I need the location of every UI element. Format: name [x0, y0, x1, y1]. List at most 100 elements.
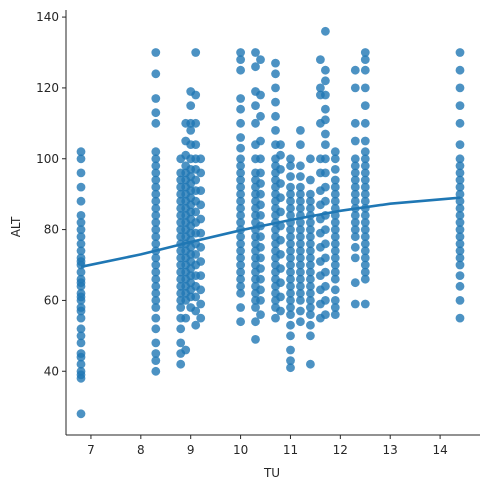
data-point: [196, 228, 206, 238]
data-point: [236, 211, 246, 220]
data-point: [321, 267, 330, 277]
data-point: [350, 211, 360, 220]
data-point: [360, 48, 370, 57]
data-point: [455, 211, 465, 220]
data-point: [350, 278, 360, 288]
data-point: [151, 356, 161, 365]
data-point: [286, 203, 295, 213]
data-point: [276, 292, 285, 302]
data-point: [151, 274, 161, 284]
data-point: [360, 196, 370, 206]
data-point: [321, 168, 330, 178]
data-point: [286, 182, 295, 192]
data-point: [236, 161, 246, 171]
data-point: [306, 288, 315, 298]
data-point: [76, 267, 86, 277]
data-point: [236, 232, 246, 242]
data-point: [455, 313, 465, 323]
data-point: [330, 165, 340, 174]
data-point: [360, 175, 370, 185]
data-point: [306, 260, 315, 270]
data-point: [455, 246, 465, 256]
data-point: [76, 225, 86, 235]
y-tick-label: 80: [44, 223, 59, 237]
data-point: [151, 239, 161, 249]
data-point: [330, 147, 340, 157]
data-point: [360, 253, 370, 263]
data-point: [286, 225, 295, 235]
data-point: [236, 94, 246, 103]
data-point: [360, 189, 370, 199]
data-point: [286, 356, 295, 365]
data-point: [256, 90, 265, 100]
data-point: [455, 281, 465, 291]
data-point: [76, 147, 86, 157]
data-point: [296, 218, 305, 227]
data-point: [236, 288, 246, 298]
data-point: [330, 182, 340, 192]
data-point: [296, 196, 305, 206]
data-point: [330, 225, 340, 235]
data-point: [321, 154, 330, 164]
data-point: [455, 260, 465, 270]
data-point: [236, 281, 246, 291]
data-point: [321, 281, 330, 291]
data-point: [321, 239, 330, 249]
data-point: [286, 246, 295, 256]
data-point: [196, 271, 206, 280]
data-point: [330, 296, 340, 305]
data-point: [330, 285, 340, 295]
data-point: [350, 225, 360, 235]
y-tick-label: 140: [36, 10, 59, 24]
data-point: [455, 118, 465, 128]
data-point: [286, 345, 295, 355]
data-point: [350, 161, 360, 171]
data-point: [286, 211, 295, 220]
data-point: [276, 278, 285, 288]
data-point: [330, 267, 340, 277]
data-point: [296, 182, 305, 192]
data-point: [306, 189, 315, 199]
data-point: [76, 338, 86, 348]
data-point: [306, 239, 315, 249]
data-point: [286, 363, 295, 373]
data-point: [191, 175, 201, 185]
data-point: [191, 207, 201, 217]
data-point: [181, 345, 191, 355]
x-axis-label: TU: [263, 466, 280, 480]
data-point: [191, 250, 201, 259]
data-point: [236, 133, 246, 142]
x-tick-label: 12: [333, 443, 348, 457]
data-point: [360, 55, 370, 64]
data-point: [76, 182, 86, 192]
data-point: [360, 101, 370, 110]
data-point: [236, 65, 246, 75]
data-point: [271, 83, 280, 93]
data-point: [286, 189, 295, 199]
data-point: [191, 48, 201, 57]
data-point: [286, 288, 295, 298]
data-point: [191, 90, 201, 100]
data-point: [76, 246, 86, 256]
data-point: [151, 366, 161, 376]
data-point: [151, 349, 161, 358]
data-point: [306, 253, 315, 263]
data-point: [286, 196, 295, 206]
data-point: [191, 118, 201, 128]
data-point: [306, 232, 315, 242]
y-tick-label: 120: [36, 81, 59, 95]
data-point: [321, 310, 330, 319]
data-point: [76, 239, 86, 249]
data-point: [360, 246, 370, 256]
data-point: [271, 69, 280, 79]
data-point: [191, 292, 201, 302]
data-point: [321, 104, 330, 114]
data-point: [186, 125, 196, 135]
data-point: [151, 108, 161, 118]
data-point: [455, 48, 465, 57]
data-point: [151, 253, 161, 263]
data-point: [350, 242, 360, 252]
data-point: [296, 125, 305, 135]
data-point: [286, 260, 295, 270]
data-point: [360, 182, 370, 192]
